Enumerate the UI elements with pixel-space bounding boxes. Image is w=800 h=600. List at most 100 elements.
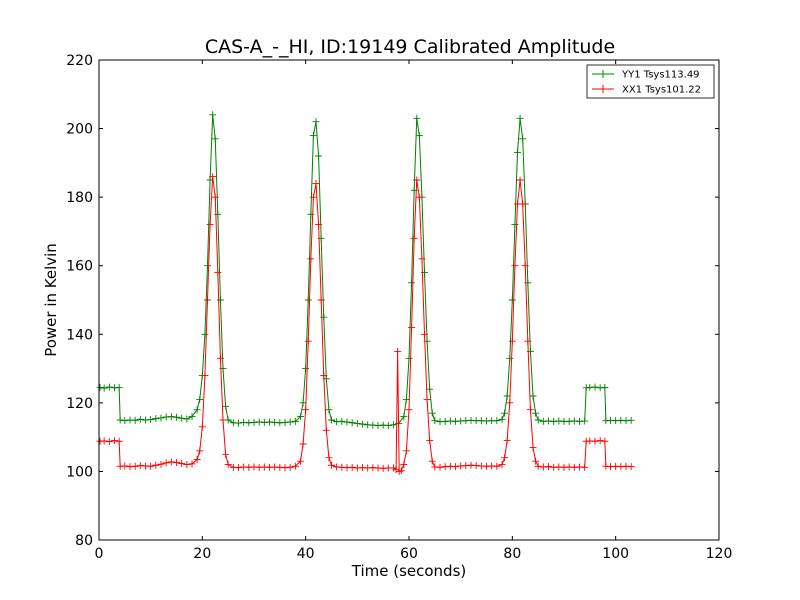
y-tick-label: 80	[75, 533, 93, 549]
data-point	[235, 464, 242, 472]
data-point	[196, 447, 204, 455]
data-point	[322, 426, 330, 434]
data-point	[591, 383, 599, 391]
data-point	[516, 114, 524, 122]
data-point	[291, 462, 299, 470]
data-point	[511, 262, 519, 270]
data-point	[204, 296, 211, 304]
data-point	[343, 418, 351, 426]
data-point	[312, 118, 320, 126]
data-point	[601, 437, 609, 445]
data-point	[188, 460, 196, 468]
data-point	[196, 395, 204, 403]
data-point	[100, 384, 108, 392]
data-point	[392, 466, 400, 474]
data-point	[534, 416, 542, 424]
data-point	[529, 392, 537, 400]
data-point	[413, 114, 421, 122]
data-point	[162, 459, 170, 467]
data-point	[286, 418, 294, 426]
data-point	[302, 406, 310, 414]
data-point	[147, 416, 155, 424]
data-point	[183, 415, 191, 423]
series-xx1	[96, 173, 635, 475]
data-point	[201, 330, 209, 338]
data-point	[315, 152, 323, 160]
data-point	[152, 415, 160, 423]
data-point	[312, 179, 320, 187]
data-point	[359, 420, 366, 428]
data-point	[493, 417, 501, 425]
data-point	[121, 462, 129, 470]
data-point	[400, 413, 408, 421]
data-point	[328, 416, 335, 424]
data-point	[428, 409, 436, 417]
data-point	[304, 296, 312, 304]
data-point	[581, 463, 589, 471]
data-point	[302, 365, 310, 373]
data-point	[400, 461, 408, 469]
data-point	[105, 438, 113, 446]
data-point	[418, 255, 426, 263]
data-point	[157, 460, 165, 468]
data-point	[222, 450, 230, 458]
data-point	[297, 457, 304, 465]
data-point	[96, 383, 104, 391]
data-point	[286, 463, 294, 471]
data-point	[627, 463, 635, 471]
data-point	[136, 415, 144, 423]
data-point	[402, 447, 410, 455]
data-point	[219, 416, 227, 424]
data-point	[519, 135, 527, 143]
data-point	[534, 462, 542, 470]
data-point	[402, 395, 410, 403]
y-tick-label: 100	[66, 464, 93, 480]
data-point	[532, 409, 540, 417]
data-point	[508, 337, 516, 345]
data-point	[325, 454, 333, 462]
data-point	[309, 193, 317, 201]
data-point	[121, 417, 129, 425]
legend-marker-xx1	[599, 85, 607, 93]
y-tick-label: 200	[66, 122, 93, 138]
data-point	[167, 413, 175, 421]
data-point	[299, 440, 307, 448]
y-tick-label: 120	[66, 396, 93, 412]
x-tick-label: 0	[95, 546, 104, 562]
data-point	[348, 419, 356, 427]
data-point	[317, 296, 325, 304]
data-point	[216, 296, 224, 304]
data-point	[206, 221, 214, 229]
data-point	[524, 337, 532, 345]
x-tick-label: 40	[297, 546, 315, 562]
data-point	[353, 419, 361, 427]
data-point	[516, 176, 524, 184]
x-tick-label: 20	[193, 546, 211, 562]
data-point	[325, 406, 333, 414]
data-point	[188, 413, 196, 421]
data-point	[501, 409, 509, 417]
data-point	[100, 437, 108, 445]
data-point	[105, 383, 113, 391]
legend-marker-yy1	[599, 70, 607, 78]
data-point	[511, 221, 519, 229]
data-point	[214, 269, 222, 277]
data-point	[596, 437, 604, 445]
data-point	[309, 131, 317, 139]
legend-label-yy1: YY1 Tsys113.49	[621, 70, 700, 81]
data-point	[131, 462, 139, 470]
data-point	[299, 399, 307, 407]
data-point	[224, 461, 232, 469]
data-point	[204, 262, 211, 270]
x-axis-label: Time (seconds)	[351, 562, 467, 580]
data-point	[315, 221, 323, 229]
data-point	[348, 463, 356, 471]
legend-box	[586, 64, 715, 99]
data-point	[307, 255, 315, 263]
data-point	[501, 454, 509, 462]
data-point	[521, 262, 529, 270]
data-point	[627, 416, 635, 424]
data-point	[297, 413, 304, 421]
x-tick-label: 100	[602, 546, 629, 562]
data-point	[415, 131, 423, 139]
